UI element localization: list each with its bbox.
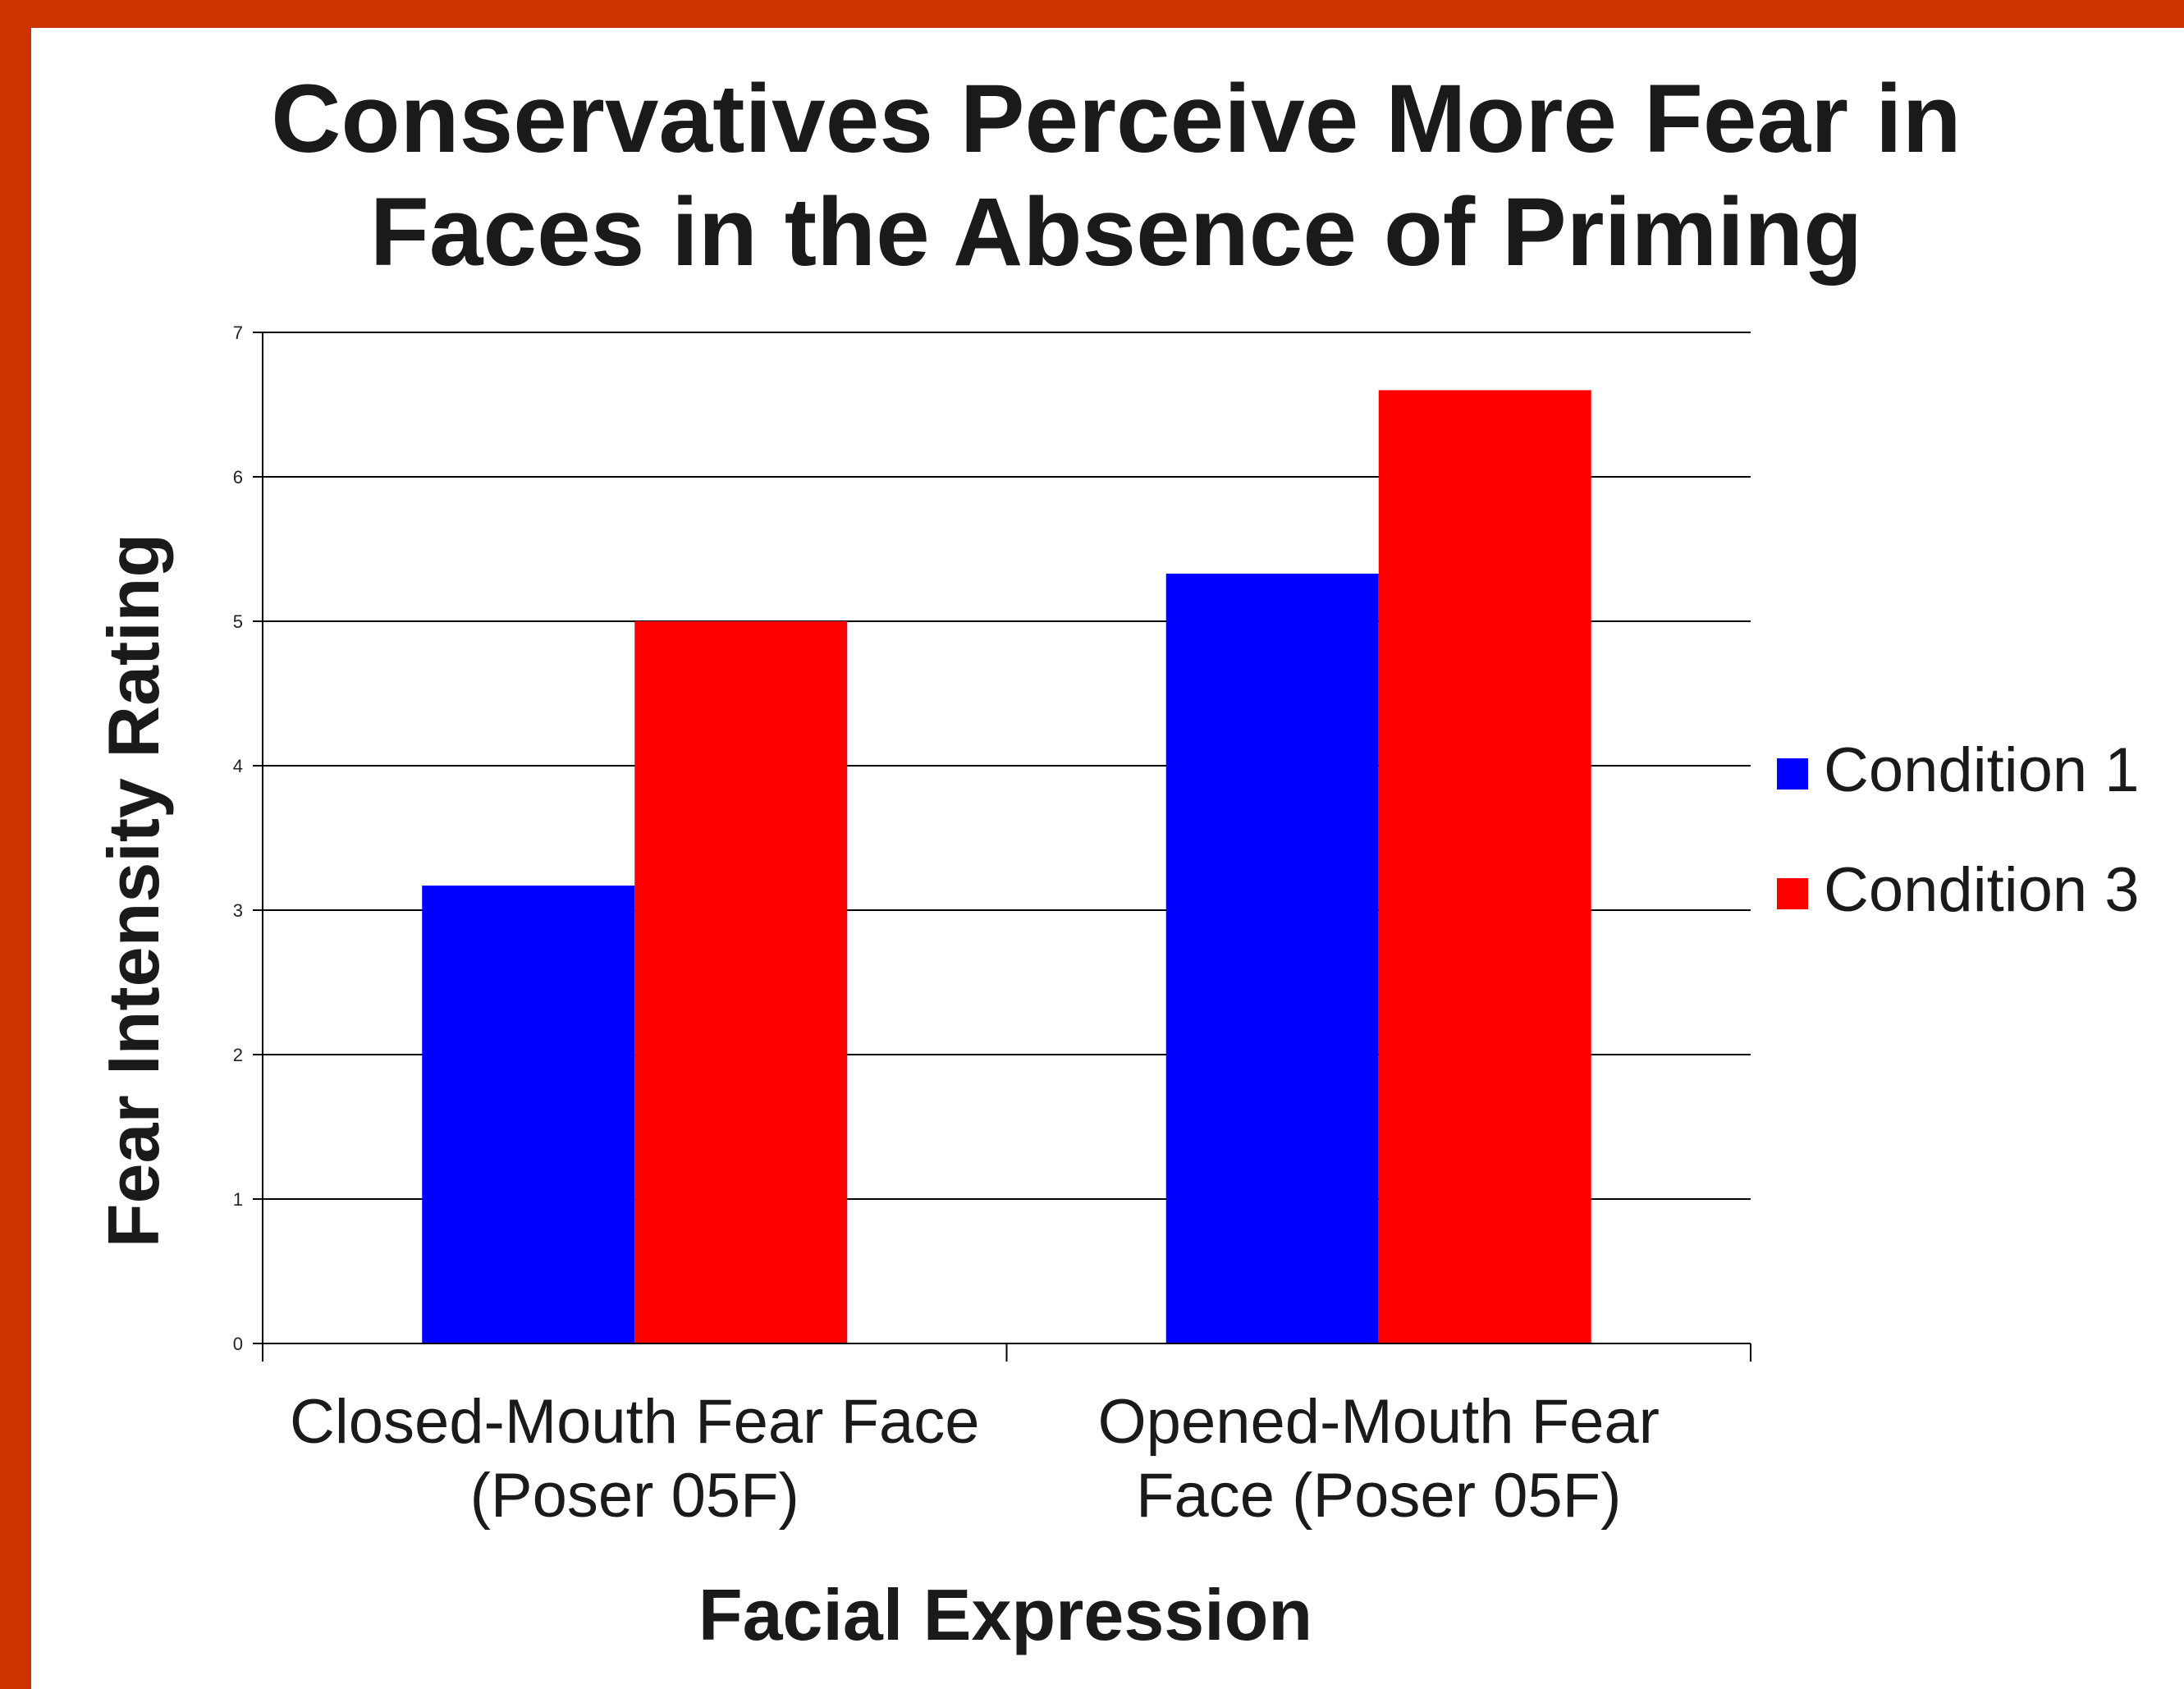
y-axis-title: Fear Intensity Rating — [93, 533, 174, 1247]
bar-condition-1-cat-2 — [1165, 573, 1379, 1343]
frame-top-border — [0, 0, 2184, 28]
x-axis-title: Facial Expression — [698, 1574, 1312, 1655]
y-tick-labels: 0 1 2 3 4 5 6 7 — [233, 323, 243, 1354]
y-tick-label: 6 — [233, 467, 243, 487]
x-category-label: Opened-Mouth Fear — [1098, 1387, 1660, 1457]
chart-title-line-1: Conservatives Perceive More Fear in — [271, 65, 1961, 173]
legend-label-condition-3: Condition 3 — [1824, 855, 2140, 925]
bar-condition-3-cat-1 — [634, 621, 848, 1343]
legend-swatch-condition-1 — [1777, 758, 1808, 790]
y-tick-label: 4 — [233, 756, 243, 776]
bar-condition-3-cat-2 — [1378, 390, 1591, 1343]
y-tick-label: 1 — [233, 1189, 243, 1210]
y-tick-label: 5 — [233, 611, 243, 632]
frame-left-border — [0, 0, 31, 1689]
bar-condition-1-cat-1 — [422, 886, 635, 1343]
x-category-label: Closed-Mouth Fear Face — [290, 1387, 980, 1457]
axes — [262, 332, 1751, 1362]
legend-swatch-condition-3 — [1777, 878, 1808, 909]
bars — [422, 390, 1591, 1343]
y-tick-label: 0 — [233, 1334, 243, 1354]
y-tick-label: 7 — [233, 323, 243, 343]
chart-title: Conservatives Perceive More Fear in Face… — [271, 65, 1961, 286]
y-tick-label: 3 — [233, 900, 243, 921]
legend-label-condition-1: Condition 1 — [1824, 735, 2140, 805]
x-category-labels: Closed-Mouth Fear Face(Poser 05F) Opened-… — [290, 1387, 1660, 1531]
x-category-label: Face (Poser 05F) — [1136, 1461, 1621, 1531]
y-tick-label: 2 — [233, 1045, 243, 1065]
x-category-label: (Poser 05F) — [470, 1461, 799, 1531]
chart-title-line-2: Faces in the Absence of Priming — [370, 178, 1863, 286]
legend: Condition 1 Condition 3 — [1777, 735, 2140, 925]
